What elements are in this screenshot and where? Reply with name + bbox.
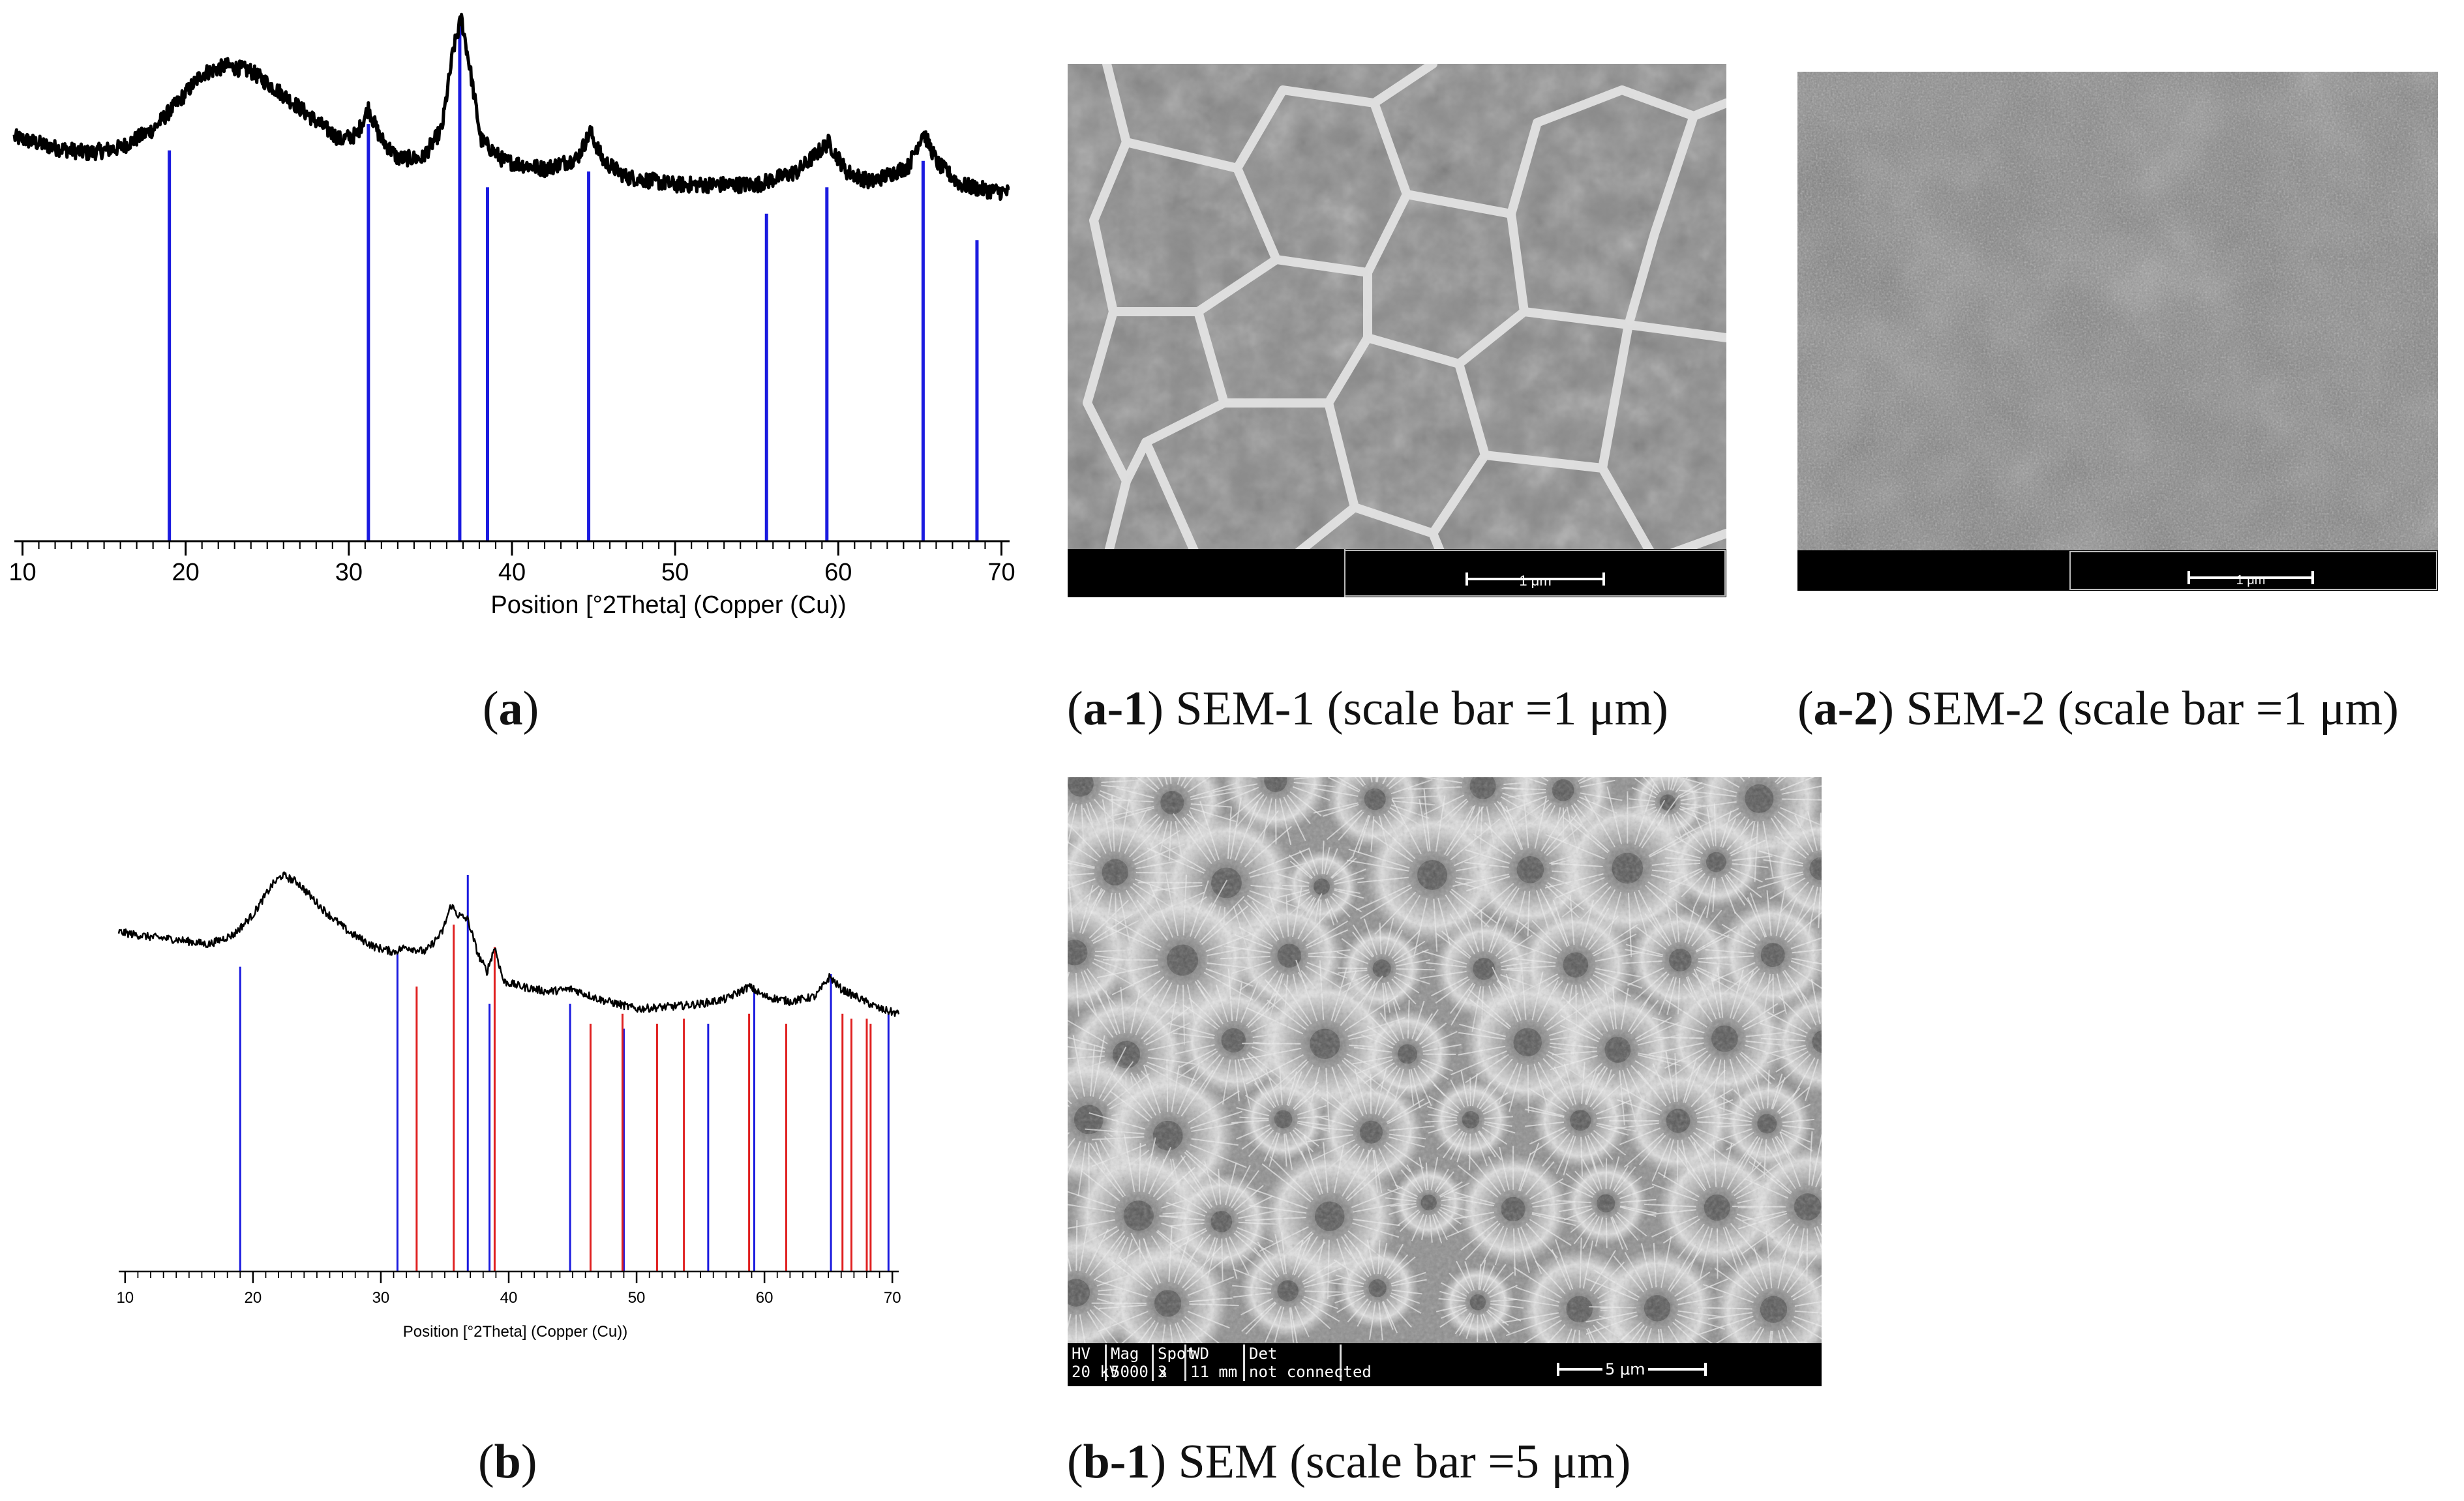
xrd-chart-a-svg: 10 20 30 40 50 60 70 Position [°2Theta] (Copper…: [8, 12, 1015, 619]
x-tick-label: 10: [116, 1289, 134, 1307]
sem-b1-det: Det not connected: [1245, 1345, 1372, 1381]
sem-b1-scale-tick-left: [1557, 1363, 1559, 1376]
x-tick-label: 30: [335, 559, 363, 586]
x-tick-label: 60: [756, 1289, 774, 1307]
sem-b1-mag: Mag 5000 x: [1107, 1345, 1167, 1381]
x-axis-label: Position [°2Theta] (Copper (Cu)): [490, 591, 846, 619]
sem-b1-hv: HV 20 kV: [1068, 1345, 1119, 1381]
xrd-chart-b: 10 20 30 40 50 60 70 Position [°2Theta] (Copper…: [98, 769, 920, 1356]
x-tick-label: 70: [987, 559, 1015, 586]
sem-b1-databar: HV 20 kV Mag 5000 x Spot 3 WD 11 mm Det not c…: [1068, 1343, 1822, 1386]
sem-image-a2: 1 μm: [1797, 72, 2438, 591]
x-tick-label: 50: [661, 559, 689, 586]
diffraction-pattern: [117, 871, 900, 1017]
xrd-chart-a: 10 20 30 40 50 60 70 Position [°2Theta] (Copper…: [0, 0, 1024, 626]
x-tick-label: 20: [172, 559, 200, 586]
x-tick-label: 10: [8, 559, 36, 586]
sem-a1-scale-label: 1 μm: [1519, 572, 1551, 589]
caption-b1: (b-1) SEM (scale bar =5 μm): [1067, 1435, 1631, 1489]
sem-b1-wd: WD 11 mm: [1186, 1345, 1245, 1381]
sem-image-a1: 1 μm: [1068, 64, 1726, 597]
sem-b1-scale-label: 5 μm: [1602, 1360, 1648, 1378]
sem-a1-databar: [1344, 549, 1726, 597]
xrd-chart-b-svg: 10 20 30 40 50 60 70 Position [°2Theta] (Copper…: [116, 871, 901, 1341]
x-tick-label: 30: [372, 1289, 390, 1307]
x-tick-label: 40: [500, 1289, 518, 1307]
sem-image-b1: HV 20 kV Mag 5000 x Spot 3 WD 11 mm Det not c…: [1068, 777, 1822, 1386]
diffraction-pattern: [12, 12, 1011, 201]
x-tick-label: 40: [498, 559, 526, 586]
caption-a: (a): [483, 682, 539, 736]
x-tick-label: 60: [824, 559, 852, 586]
sem-b1-scale-tick-right: [1704, 1363, 1707, 1376]
sem-a2-scale-label: 1 μm: [2236, 573, 2266, 587]
caption-b: (b): [478, 1435, 537, 1489]
caption-a2: (a-2) SEM-2 (scale bar =1 μm): [1797, 682, 2399, 736]
sem-b1-spot: Spot 3: [1154, 1345, 1195, 1381]
sem-a1-micrograph: 1 μm: [1068, 64, 1726, 597]
x-tick-label: 20: [245, 1289, 262, 1307]
caption-a1: (a-1) SEM-1 (scale bar =1 μm): [1067, 682, 1668, 736]
x-axis-label: Position [°2Theta] (Copper (Cu)): [403, 1323, 627, 1341]
x-tick-label: 50: [628, 1289, 646, 1307]
x-tick-label: 70: [884, 1289, 901, 1307]
sem-a2-micrograph: 1 μm: [1797, 72, 2438, 591]
sem-b1-micrograph: [1068, 777, 1822, 1386]
